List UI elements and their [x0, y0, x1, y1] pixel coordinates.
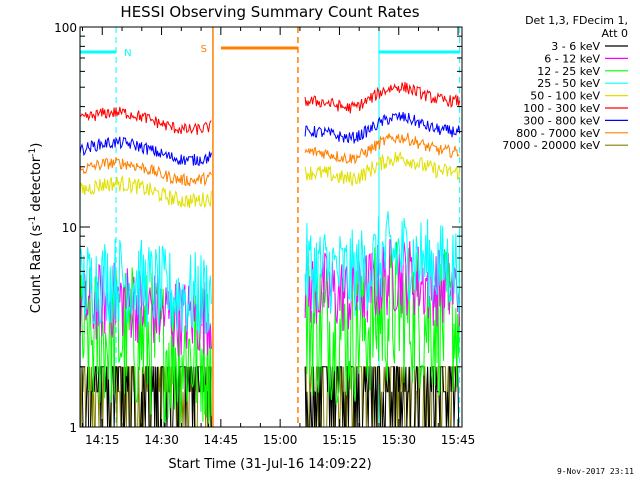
legend-header-line1: Det 1,3, FDecim 1, — [525, 14, 628, 27]
legend-label: 300 - 800 keV — [523, 114, 600, 127]
x-tick-label: 15:15 — [322, 433, 357, 447]
y-tick-label: 100 — [54, 21, 77, 35]
series-trace-300-800-kev — [79, 136, 212, 167]
y-axis-label-end: ) — [29, 143, 44, 148]
y-axis-label-sup2: -1 — [28, 148, 38, 157]
legend-header-line2: Att 0 — [602, 27, 628, 40]
series-trace-100-300-kev — [304, 81, 461, 114]
legend-label: 6 - 12 keV — [544, 52, 600, 65]
y-tick-label: 10 — [62, 221, 77, 235]
x-tick-label: 15:30 — [381, 433, 416, 447]
y-tick-label: 1 — [69, 421, 77, 435]
y-axis-label-mid: detector — [29, 156, 44, 216]
series-trace-25-50-kev — [79, 238, 212, 335]
ticks-layer: 1 10 100 14:15 14:30 14:45 15:00 15:15 15:30 15:4… — [54, 21, 475, 447]
saa-flag-label: S — [201, 44, 207, 55]
series-trace-3-6-kev — [80, 366, 212, 428]
x-tick-label: 14:30 — [144, 433, 179, 447]
y-axis-label-sup1: -1 — [28, 216, 38, 225]
y-axis-label: Count Rate (s-1 detector-1) — [28, 143, 44, 314]
x-tick-label: 14:15 — [85, 433, 120, 447]
series-trace-12-25-kev — [304, 241, 461, 406]
series-trace-50-100-kev — [79, 175, 212, 209]
series-trace-100-300-kev — [79, 106, 212, 136]
series-trace-800-7000-kev — [79, 157, 212, 187]
series-trace-6-12-kev — [304, 238, 461, 332]
footer-date: 9-Nov-2017 23:11 — [557, 467, 634, 476]
x-axis-label: Start Time (31-Jul-16 14:09:22) — [168, 457, 371, 472]
y-axis-label-main: Count Rate (s — [29, 225, 44, 314]
series-trace-300-800-kev — [304, 111, 461, 144]
night-flag-label: N — [124, 48, 131, 59]
series-trace-800-7000-kev — [304, 132, 460, 165]
legend-label: 7000 - 20000 keV — [502, 139, 600, 152]
legend-label: 3 - 6 keV — [551, 40, 600, 53]
series-trace-50-100-kev — [304, 151, 461, 187]
legend-label: 800 - 7000 keV — [516, 127, 600, 140]
legend-label: 25 - 50 keV — [537, 77, 600, 90]
legend-label: 12 - 25 keV — [537, 65, 600, 78]
series-trace-25-50-kev — [304, 210, 461, 317]
legend-label: 100 - 300 keV — [523, 102, 600, 115]
x-tick-label: 15:45 — [441, 433, 476, 447]
legend-label: 50 - 100 keV — [530, 90, 600, 103]
x-tick-label: 15:00 — [263, 433, 298, 447]
data-layer — [79, 81, 461, 428]
x-tick-label: 14:45 — [204, 433, 239, 447]
chart-title: HESSI Observing Summary Count Rates — [120, 3, 419, 21]
